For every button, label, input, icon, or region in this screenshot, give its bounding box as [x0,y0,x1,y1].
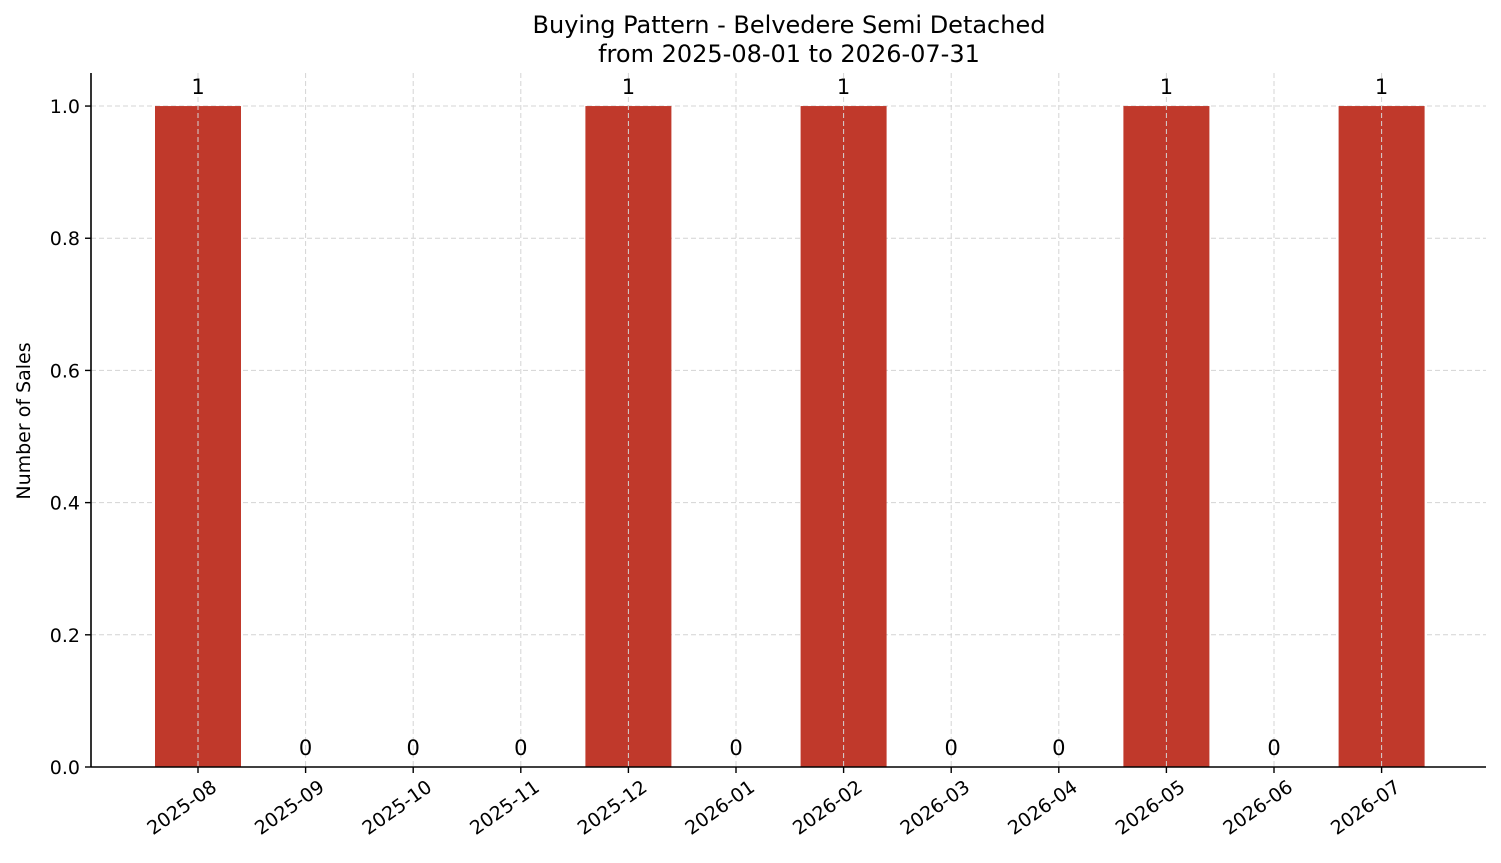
data-label: 0 [945,736,958,760]
y-tick-label: 0.8 [50,228,80,250]
y-axis-label: Number of Sales [13,342,35,499]
bars-layer [155,73,1425,768]
axes-layer [90,73,1486,768]
y-tick-label: 0.6 [50,360,80,382]
x-tick-label: 2026-06 [1219,776,1297,840]
x-tick-label: 2025-08 [143,776,221,840]
chart-title: Buying Pattern - Belvedere Semi Detached [533,11,1046,39]
data-label: 0 [1052,736,1065,760]
y-tick-label: 0.2 [50,625,80,647]
x-tick-label: 2026-02 [789,776,867,840]
x-tick-label: 2025-12 [574,776,652,840]
x-tick-label: 2026-04 [1004,776,1082,840]
x-tick-label: 2025-10 [358,776,436,840]
y-tick-label: 1.0 [50,96,80,118]
data-label: 0 [299,736,312,760]
x-tick-label: 2026-01 [681,776,759,840]
data-label: 1 [1160,75,1173,99]
x-tick-label: 2026-03 [896,776,974,840]
data-label: 1 [1375,75,1388,99]
chart-subtitle: from 2025-08-01 to 2026-07-31 [598,40,980,68]
data-label: 0 [514,736,527,760]
x-tick-label: 2025-09 [251,776,329,840]
x-tick-label: 2026-07 [1327,776,1405,840]
grid-layer [91,105,1486,768]
data-label: 0 [407,736,420,760]
data-label: 0 [729,736,742,760]
x-tick-label: 2026-05 [1112,776,1190,840]
data-label: 1 [191,75,204,99]
x-tick-label: 2025-11 [466,776,544,840]
data-label: 1 [837,75,850,99]
y-tick-label: 0.4 [50,493,80,515]
data-labels-layer: 1 0 0 0 1 0 1 0 0 1 0 1 [191,75,1388,760]
y-tick-label: 0.0 [50,757,80,779]
data-label: 0 [1267,736,1280,760]
data-label: 1 [622,75,635,99]
